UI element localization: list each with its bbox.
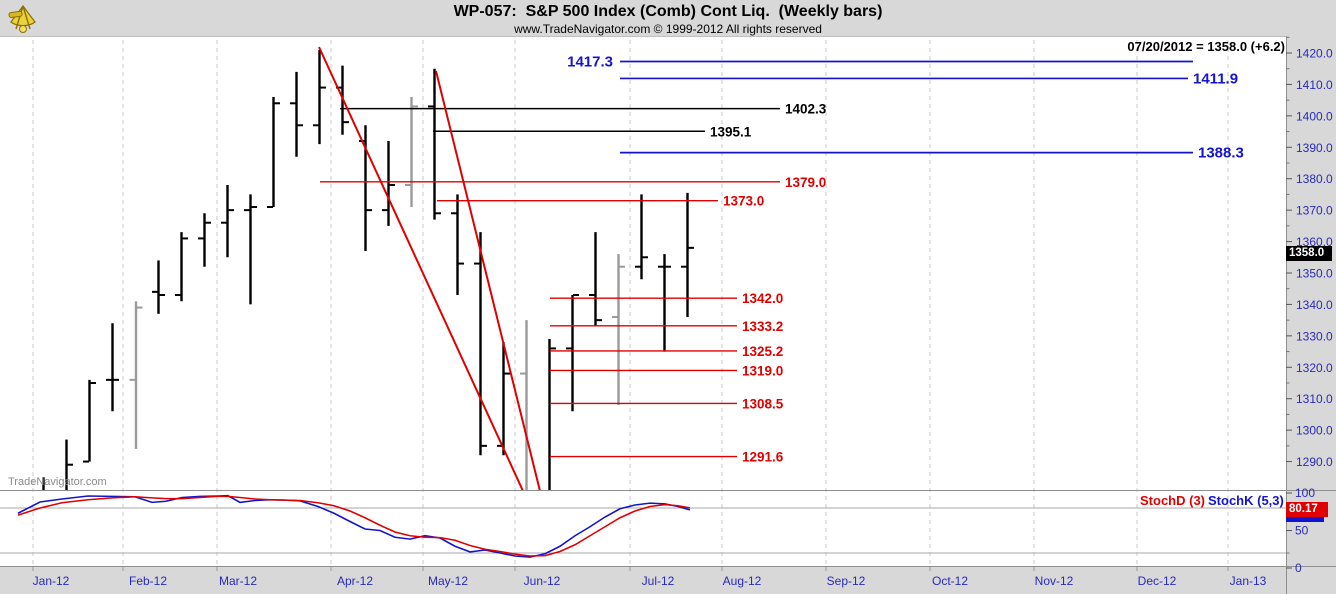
level-label-1417.3: 1417.3: [567, 53, 613, 70]
month-axis-labels: Jan-12 Feb-12 Mar-12 Apr-12 May-12 Jun-12 Jul-…: [33, 574, 1267, 588]
stochd-value-badge: 80.17: [1286, 502, 1328, 517]
price-axis-labels: 1420.0 1410.0 1400.0 1390.0 1380.0 1370.0 1360…: [1286, 36, 1333, 469]
price-tick-label: 1350.0: [1296, 266, 1333, 280]
x-axis-strip[interactable]: [0, 566, 1336, 594]
stochd-legend-label: StochD (3): [1140, 493, 1205, 508]
level-label-1308.5: 1308.5: [742, 396, 784, 411]
month-gridlines: [32, 40, 1229, 571]
stoch-tick-label: 100: [1295, 486, 1315, 500]
chart-title: WP-057: S&P 500 Index (Comb) Cont Liq. (…: [453, 3, 883, 20]
month-label-Jan-13: Jan-13: [1230, 574, 1267, 588]
price-tick-label: 1320.0: [1296, 361, 1333, 375]
month-label-Jan-12: Jan-12: [33, 574, 70, 588]
price-tick-label: 1330.0: [1296, 329, 1333, 343]
level-label-1379.0: 1379.0: [785, 175, 826, 190]
stoch-tick-label: 50: [1295, 524, 1309, 538]
price-tick-label: 1360.0: [1296, 235, 1333, 249]
trendlines[interactable]: [318, 46, 541, 491]
price-tick-label: 1390.0: [1296, 141, 1333, 155]
level-label-1325.2: 1325.2: [742, 344, 783, 359]
price-tick-label: 1400.0: [1296, 109, 1333, 123]
level-label-1388.3: 1388.3: [1198, 145, 1244, 162]
month-label-May-12: May-12: [428, 574, 468, 588]
level-label-1373.0: 1373.0: [723, 194, 764, 209]
stochk-curve[interactable]: [17, 494, 691, 558]
chart-subtitle: www.TradeNavigator.com © 1999-2012 All r…: [514, 22, 822, 36]
price-tick-label: 1300.0: [1296, 424, 1333, 438]
month-label-Nov-12: Nov-12: [1035, 574, 1074, 588]
watermark-text: TradeNavigator.com: [8, 476, 107, 488]
y-axis-strip[interactable]: [1286, 36, 1336, 594]
price-tick-label: 1340.0: [1296, 298, 1333, 312]
level-label-1333.2: 1333.2: [742, 319, 783, 334]
pane-borders: [0, 36, 1336, 594]
chart-header: WP-057: S&P 500 Index (Comb) Cont Liq. (…: [0, 0, 1336, 37]
level-label-1411.9: 1411.9: [1193, 70, 1238, 87]
month-label-Mar-12: Mar-12: [219, 574, 257, 588]
price-tick-label: 1410.0: [1296, 78, 1333, 92]
price-tick-label: 1370.0: [1296, 204, 1333, 218]
month-label-Feb-12: Feb-12: [129, 574, 167, 588]
stoch-tick-label: 0: [1295, 561, 1302, 575]
last-price-badge: 1358.0: [1286, 246, 1332, 261]
price-bars[interactable]: [37, 49, 694, 559]
last-quote-readout: 07/20/2012 = 1358.0 (+6.2): [1127, 39, 1285, 54]
month-label-Oct-12: Oct-12: [932, 574, 968, 588]
level-label-1395.1: 1395.1: [710, 124, 752, 139]
month-label-Apr-12: Apr-12: [337, 574, 373, 588]
month-label-Aug-12: Aug-12: [723, 574, 762, 588]
price-tick-label: 1310.0: [1296, 392, 1333, 406]
month-label-Jun-12: Jun-12: [524, 574, 561, 588]
level-label-1342.0: 1342.0: [742, 291, 783, 306]
stoch-axis-labels: 100 50 0: [1286, 486, 1315, 575]
month-label-Dec-12: Dec-12: [1138, 574, 1177, 588]
stochastic-curves[interactable]: [17, 494, 691, 558]
price-levels: 1417.3 1411.9 1388.3 1402.3 1395.1 1379.0 1373…: [320, 53, 1244, 465]
level-label-1402.3: 1402.3: [785, 102, 827, 117]
trade-navigator-logo-icon: [6, 2, 40, 36]
trendline[interactable]: [435, 70, 541, 491]
price-tick-label: 1380.0: [1296, 172, 1333, 186]
month-label-Jul-12: Jul-12: [642, 574, 675, 588]
month-label-Sep-12: Sep-12: [827, 574, 866, 588]
level-label-1319.0: 1319.0: [742, 363, 783, 378]
stochd-curve[interactable]: [17, 495, 691, 557]
trendline[interactable]: [318, 46, 524, 491]
price-tick-label: 1290.0: [1296, 455, 1333, 469]
price-tick-label: 1420.0: [1296, 47, 1333, 61]
stochk-legend-label: StochK (5,3): [1208, 493, 1284, 508]
level-label-1291.6: 1291.6: [742, 450, 784, 465]
